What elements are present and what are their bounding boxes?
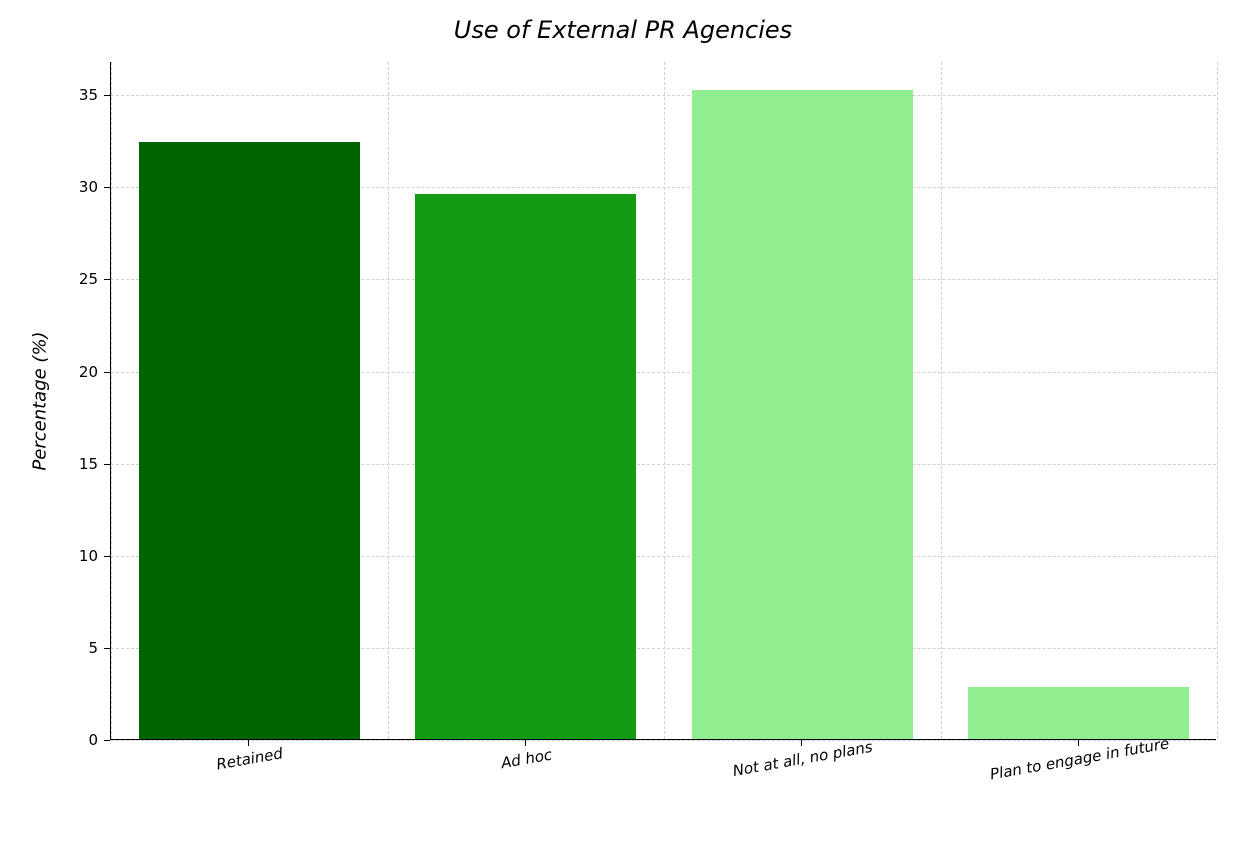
plot-area xyxy=(110,62,1216,740)
x-tick-label: Ad hoc xyxy=(499,746,553,773)
x-tick-label: Retained xyxy=(215,744,284,773)
gridline-vertical xyxy=(664,62,665,739)
y-tick-label: 5 xyxy=(88,639,98,657)
x-tick-label: Plan to engage in future xyxy=(988,734,1170,783)
y-tick-mark xyxy=(104,556,110,557)
x-tick-mark xyxy=(248,740,249,746)
y-tick-mark xyxy=(104,187,110,188)
bar xyxy=(968,687,1189,739)
y-tick-mark xyxy=(104,740,110,741)
y-tick-mark xyxy=(104,95,110,96)
y-tick-label: 25 xyxy=(79,270,98,288)
y-tick-mark xyxy=(104,372,110,373)
y-tick-label: 15 xyxy=(79,455,98,473)
x-tick-mark xyxy=(801,740,802,746)
y-tick-label: 10 xyxy=(79,547,98,565)
y-tick-mark xyxy=(104,464,110,465)
bar xyxy=(415,194,636,739)
x-tick-mark xyxy=(1078,740,1079,746)
gridline-vertical xyxy=(388,62,389,739)
y-tick-label: 20 xyxy=(79,363,98,381)
gridline-vertical xyxy=(941,62,942,739)
y-tick-mark xyxy=(104,279,110,280)
y-tick-mark xyxy=(104,648,110,649)
x-tick-label: Not at all, no plans xyxy=(732,738,875,780)
y-axis-label: Percentage (%) xyxy=(30,331,51,470)
gridline-vertical xyxy=(1217,62,1218,739)
gridline-horizontal xyxy=(111,740,1216,741)
y-tick-label: 0 xyxy=(88,731,98,749)
chart-figure: Use of External PR Agencies Percentage (… xyxy=(0,0,1246,842)
chart-title: Use of External PR Agencies xyxy=(0,16,1246,44)
bar xyxy=(139,142,360,739)
y-tick-label: 35 xyxy=(79,86,98,104)
gridline-vertical xyxy=(111,62,112,739)
y-tick-label: 30 xyxy=(79,178,98,196)
bar xyxy=(692,90,913,739)
x-tick-mark xyxy=(525,740,526,746)
